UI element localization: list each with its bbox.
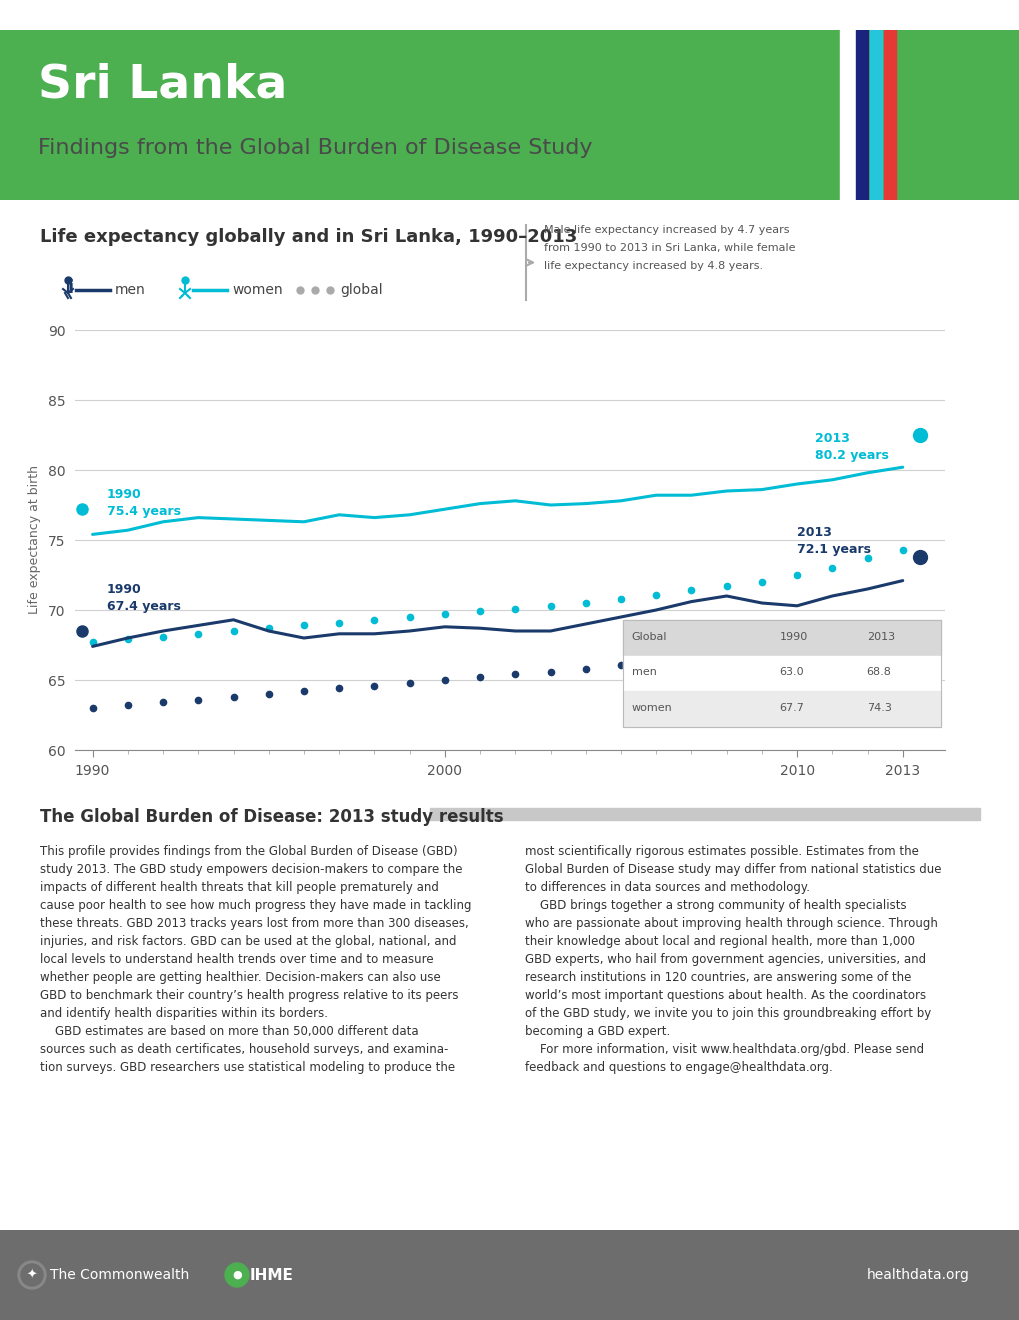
Text: feedback and questions to engage@healthdata.org.: feedback and questions to engage@healthd… [525, 1061, 832, 1074]
Text: these threats. GBD 2013 tracks years lost from more than 300 diseases,: these threats. GBD 2013 tracks years los… [40, 917, 469, 931]
Text: sources such as death certificates, household surveys, and examina-: sources such as death certificates, hous… [40, 1043, 448, 1056]
Circle shape [18, 1261, 46, 1290]
Bar [623, 692, 940, 727]
Text: 68.8: 68.8 [866, 668, 891, 677]
Text: Findings from the Global Burden of Disease Study: Findings from the Global Burden of Disea… [38, 139, 592, 158]
Text: their knowledge about local and regional health, more than 1,000: their knowledge about local and regional… [525, 935, 914, 948]
Text: IHME: IHME [250, 1267, 293, 1283]
Bar [623, 620, 940, 727]
Text: who are passionate about improving health through science. Through: who are passionate about improving healt… [525, 917, 936, 931]
Text: For more information, visit www.healthdata.org/gbd. Please send: For more information, visit www.healthda… [525, 1043, 923, 1056]
Text: 75.4 years: 75.4 years [107, 504, 180, 517]
Text: Life expectancy globally and in Sri Lanka, 1990–2013: Life expectancy globally and in Sri Lank… [40, 228, 577, 246]
Text: tion surveys. GBD researchers use statistical modeling to produce the: tion surveys. GBD researchers use statis… [40, 1061, 454, 1074]
Circle shape [225, 1263, 249, 1287]
Text: life expectancy increased by 4.8 years.: life expectancy increased by 4.8 years. [543, 261, 762, 271]
Text: men: men [115, 282, 146, 297]
Text: men: men [631, 668, 656, 677]
Text: impacts of different health threats that kill people prematurely and: impacts of different health threats that… [40, 880, 438, 894]
Text: cause poor health to see how much progress they have made in tackling: cause poor health to see how much progre… [40, 899, 471, 912]
Text: research institutions in 120 countries, are answering some of the: research institutions in 120 countries, … [525, 972, 911, 983]
Text: 1990: 1990 [779, 631, 807, 642]
Bar [869, 30, 881, 201]
Text: Male life expectancy increased by 4.7 years: Male life expectancy increased by 4.7 ye… [543, 224, 789, 235]
Text: becoming a GBD expert.: becoming a GBD expert. [525, 1026, 669, 1038]
Text: GBD experts, who hail from government agencies, universities, and: GBD experts, who hail from government ag… [525, 953, 925, 966]
Text: 2013: 2013 [814, 432, 849, 445]
Text: Sri Lanka: Sri Lanka [38, 62, 287, 107]
Text: global: global [339, 282, 382, 297]
Text: whether people are getting healthier. Decision-makers can also use: whether people are getting healthier. De… [40, 972, 440, 983]
Text: 80.2 years: 80.2 years [814, 449, 888, 462]
Text: Global: Global [631, 631, 666, 642]
Text: of the GBD study, we invite you to join this groundbreaking effort by: of the GBD study, we invite you to join … [525, 1007, 930, 1020]
Text: and identify health disparities within its borders.: and identify health disparities within i… [40, 1007, 328, 1020]
Bar [840, 30, 854, 201]
Text: The Global Burden of Disease: 2013 study results: The Global Burden of Disease: 2013 study… [40, 808, 503, 826]
Text: GBD brings together a strong community of health specialists: GBD brings together a strong community o… [525, 899, 906, 912]
Text: Global Burden of Disease study may differ from national statistics due: Global Burden of Disease study may diffe… [525, 863, 941, 876]
Bar [430, 808, 979, 820]
Text: 72.1 years: 72.1 years [796, 543, 870, 556]
Text: —: — [75, 281, 95, 300]
Text: 63.0: 63.0 [779, 668, 804, 677]
Text: women: women [231, 282, 282, 297]
Text: healthdata.org: healthdata.org [866, 1269, 969, 1282]
Bar [623, 620, 940, 656]
Text: 2013: 2013 [866, 631, 894, 642]
Bar [855, 30, 867, 201]
Text: GBD estimates are based on more than 50,000 different data: GBD estimates are based on more than 50,… [40, 1026, 418, 1038]
Text: 1990: 1990 [107, 488, 142, 502]
Text: most scientifically rigorous estimates possible. Estimates from the: most scientifically rigorous estimates p… [525, 845, 918, 858]
Text: to differences in data sources and methodology.: to differences in data sources and metho… [525, 880, 809, 894]
Text: 2013: 2013 [796, 525, 832, 539]
Text: study 2013. The GBD study empowers decision-makers to compare the: study 2013. The GBD study empowers decis… [40, 863, 462, 876]
Text: i: i [68, 279, 74, 297]
Text: The Commonwealth: The Commonwealth [50, 1269, 190, 1282]
Bar [883, 30, 895, 201]
Text: 67.4 years: 67.4 years [107, 601, 180, 612]
Y-axis label: Life expectancy at birth: Life expectancy at birth [28, 466, 41, 615]
Text: ●: ● [232, 1270, 242, 1280]
Text: injuries, and risk factors. GBD can be used at the global, national, and: injuries, and risk factors. GBD can be u… [40, 935, 457, 948]
Text: 67.7: 67.7 [779, 704, 804, 713]
Bar [623, 656, 940, 692]
Text: 74.3: 74.3 [866, 704, 891, 713]
Text: local levels to understand health trends over time and to measure: local levels to understand health trends… [40, 953, 433, 966]
Text: This profile provides findings from the Global Burden of Disease (GBD): This profile provides findings from the … [40, 845, 458, 858]
Text: women: women [631, 704, 672, 713]
Circle shape [21, 1265, 43, 1286]
Text: GBD to benchmark their country’s health progress relative to its peers: GBD to benchmark their country’s health … [40, 989, 459, 1002]
Text: world’s most important questions about health. As the coordinators: world’s most important questions about h… [525, 989, 925, 1002]
Text: from 1990 to 2013 in Sri Lanka, while female: from 1990 to 2013 in Sri Lanka, while fe… [543, 243, 795, 253]
Text: 1990: 1990 [107, 583, 142, 597]
Text: ✦: ✦ [26, 1269, 38, 1282]
